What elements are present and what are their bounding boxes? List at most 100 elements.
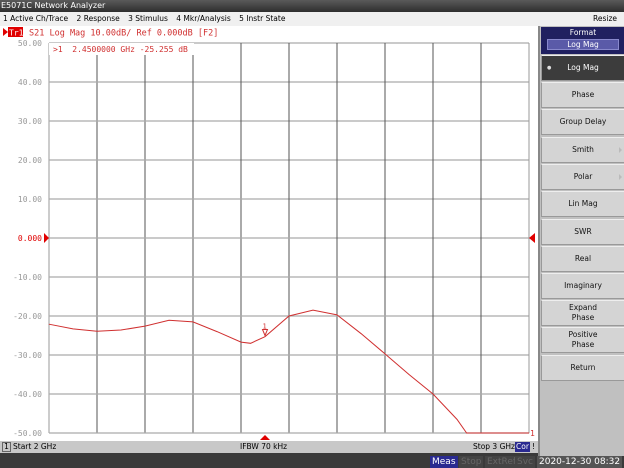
trace-point xyxy=(168,319,170,321)
y-tick-label: 40.00 xyxy=(18,78,42,87)
status-datetime: 2020-12-30 08:32 xyxy=(537,456,623,468)
marker-triangle-icon[interactable] xyxy=(261,328,269,337)
y-tick-label: 30.00 xyxy=(18,117,42,126)
softkey-log-mag[interactable]: ● Log Mag xyxy=(541,55,624,81)
trace-point xyxy=(466,432,467,434)
status-extref: ExtRef xyxy=(485,456,519,468)
trace-point xyxy=(384,353,386,355)
start-frequency[interactable]: Start 2 GHz xyxy=(13,442,57,451)
menu-stimulus[interactable]: 3 Stimulus xyxy=(128,14,168,23)
trace-point xyxy=(48,323,50,325)
channel-status-bar: 1 Start 2 GHz IFBW 70 kHz Stop 3 GHz Cor… xyxy=(0,441,538,453)
trace-point xyxy=(408,374,410,375)
submenu-arrow-icon xyxy=(619,174,622,180)
marker-readout: >1 2.4500000 GHz -25.255 dB xyxy=(53,45,188,54)
trace-point xyxy=(144,325,146,327)
trace-point xyxy=(192,321,194,323)
softkey-return[interactable]: Return xyxy=(541,355,624,381)
reference-level-left-arrow-icon[interactable] xyxy=(44,233,49,243)
softkey-label: Log Mag xyxy=(567,63,599,72)
window-title: E5071C Network Analyzer xyxy=(1,1,106,10)
softkey-header-value: Log Mag xyxy=(547,39,619,50)
stop-frequency[interactable]: Stop 3 GHz xyxy=(473,442,515,451)
menu-response[interactable]: 2 Response xyxy=(76,14,120,23)
y-tick-label: -50.00 xyxy=(13,429,42,438)
trace-point xyxy=(504,432,506,434)
softkey-label: Real xyxy=(574,254,592,263)
trace-point xyxy=(250,343,251,344)
softkey-label: Polar xyxy=(573,172,593,181)
softkey-label: Return xyxy=(570,363,596,372)
resize-button[interactable]: Resize xyxy=(592,14,617,23)
warning-flag: ! xyxy=(532,442,536,451)
trace-point xyxy=(528,432,530,434)
channel-number[interactable]: 1 xyxy=(2,442,11,452)
y-tick-label: 0.000 xyxy=(18,234,42,243)
softkey-label: Phase xyxy=(571,90,595,99)
trace-header: S21 Log Mag 10.00dB/ Ref 0.000dB [F2] xyxy=(29,29,218,39)
submenu-arrow-icon xyxy=(619,147,622,153)
trace-badge[interactable]: Tr1 xyxy=(9,29,24,38)
menu-active-ch-trace[interactable]: 1 Active Ch/Trace xyxy=(3,14,69,23)
y-tick-label: -30.00 xyxy=(13,351,42,360)
softkey-label: Group Delay xyxy=(559,117,607,126)
trace-active-arrow-icon xyxy=(3,28,8,36)
softkey-smith[interactable]: Smith xyxy=(541,137,624,163)
softkey-polar[interactable]: Polar xyxy=(541,164,624,190)
y-tick-label: 50.00 xyxy=(18,39,42,48)
ifbw[interactable]: IFBW 70 kHz xyxy=(240,442,288,451)
status-svc: Svc xyxy=(515,456,535,468)
trace-point xyxy=(288,315,290,317)
marker-label: 1 xyxy=(263,322,267,330)
y-tick-label: 10.00 xyxy=(18,195,42,204)
trace-badge-bg[interactable] xyxy=(8,27,23,37)
menu-bar: 1 Active Ch/Trace 2 Response 3 Stimulus … xyxy=(0,12,624,26)
softkey-group-delay[interactable]: Group Delay xyxy=(541,109,624,135)
trace-point xyxy=(312,309,314,311)
softkey-header-format: Format Log Mag xyxy=(541,27,624,54)
menu-instr-state[interactable]: 5 Instr State xyxy=(239,14,286,23)
marker-readout-bg xyxy=(49,43,194,55)
correction-badge: Cor xyxy=(515,442,530,452)
y-tick-label: -10.00 xyxy=(13,273,42,282)
softkey-real[interactable]: Real xyxy=(541,246,624,272)
trace-point xyxy=(480,432,482,434)
trace-point xyxy=(72,328,74,330)
softkey-swr[interactable]: SWR xyxy=(541,219,624,245)
softkey-positive-phase[interactable]: Positive Phase xyxy=(541,327,624,353)
trace-point xyxy=(120,329,122,331)
softkey-panel: Format Log Mag ● Log Mag Phase Group Delay S… xyxy=(538,26,624,456)
trace-point xyxy=(432,393,434,395)
title-bar: E5071C Network Analyzer xyxy=(0,0,624,12)
instrument-status-bar: Meas Stop ExtRef Svc 2020-12-30 08:32 xyxy=(0,456,624,468)
y-tick-label: 20.00 xyxy=(18,156,42,165)
trace-point xyxy=(456,419,458,420)
plot-area: Tr1 S21 Log Mag 10.00dB/ Ref 0.000dB [F2… xyxy=(0,26,538,441)
trace-point xyxy=(336,314,338,316)
softkey-lin-mag[interactable]: Lin Mag xyxy=(541,191,624,217)
trace-point xyxy=(96,330,98,332)
softkey-label: SWR xyxy=(574,227,592,236)
status-stop: Stop xyxy=(459,456,484,468)
menu-mkr-analysis[interactable]: 4 Mkr/Analysis xyxy=(176,14,231,23)
softkey-phase[interactable]: Phase xyxy=(541,82,624,108)
status-meas: Meas xyxy=(430,456,458,468)
softkey-label: Positive Phase xyxy=(568,330,598,349)
softkey-label: Smith xyxy=(572,145,594,154)
trace-point xyxy=(216,331,218,332)
y-tick-label: -40.00 xyxy=(13,390,42,399)
trace-point xyxy=(360,333,362,334)
softkey-header-title: Format xyxy=(569,28,597,37)
softkey-label: Expand Phase xyxy=(568,303,598,322)
trace-chart: Tr1 S21 Log Mag 10.00dB/ Ref 0.000dB [F2… xyxy=(3,27,535,440)
selected-bullet-icon: ● xyxy=(547,65,552,71)
trace-point xyxy=(240,341,242,343)
softkey-imaginary[interactable]: Imaginary xyxy=(541,273,624,299)
active-marker-stimulus-arrow-icon[interactable] xyxy=(260,435,270,440)
softkey-expand-phase[interactable]: Expand Phase xyxy=(541,300,624,326)
y-tick-label: -20.00 xyxy=(13,312,42,321)
trace-end-label: 1 xyxy=(530,429,535,438)
reference-level-right-arrow-icon[interactable] xyxy=(529,233,535,243)
softkey-label: Lin Mag xyxy=(568,199,598,208)
softkey-label: Imaginary xyxy=(564,281,602,290)
